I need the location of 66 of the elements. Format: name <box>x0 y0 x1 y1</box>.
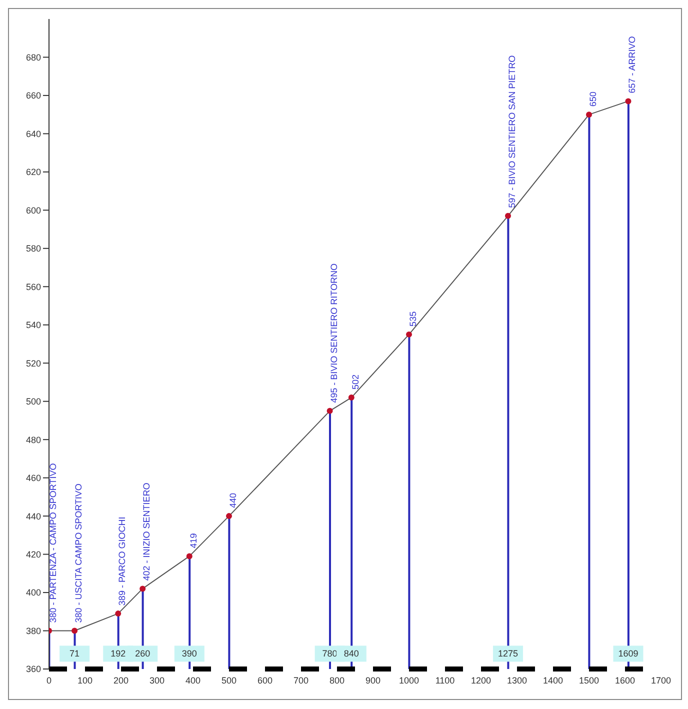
annotation: 840 <box>344 648 359 659</box>
data-label: 402 - INIZIO SENTIERO <box>142 482 152 581</box>
x-tick-label: 1700 <box>650 675 672 686</box>
y-tick-label: 580 <box>26 244 41 254</box>
annotation: 780 <box>322 648 338 659</box>
data-label: 502 <box>350 374 360 390</box>
data-label: 650 <box>588 92 598 107</box>
x-tick-label: 1100 <box>435 675 455 686</box>
point <box>348 394 354 401</box>
y-tick-label: 400 <box>26 588 41 598</box>
point <box>326 408 333 414</box>
x-tick-label: 600 <box>257 675 273 686</box>
annotation: 71 <box>70 648 80 659</box>
annotation: 260 <box>135 648 150 659</box>
x-tick-label: 800 <box>329 675 345 686</box>
y-tick-label: 500 <box>26 396 41 407</box>
x-tick-label: 1300 <box>506 675 528 686</box>
y-tick-label: 380 <box>26 626 41 636</box>
x-tick-label: 900 <box>365 675 381 686</box>
point <box>186 553 192 560</box>
data-label: 380 - PARTENZA - CAMPO SPORTIVO <box>48 463 58 623</box>
y-tick-label: 660 <box>26 90 41 101</box>
data-label: 440 <box>228 493 238 508</box>
x-tick-label: 1200 <box>470 675 492 686</box>
point <box>586 112 592 118</box>
data-label: 657 - ARRIVO <box>627 36 638 94</box>
data-label: 380 - USCITA CAMPO SPORTIVO <box>74 484 84 623</box>
y-tick-label: 680 <box>26 52 41 62</box>
x-tick-label: 1000 <box>398 675 420 686</box>
x-tick-label: 1400 <box>542 675 564 686</box>
y-tick-label: 620 <box>26 167 41 178</box>
x-tick-label: 100 <box>77 675 93 686</box>
y-tick-label: 600 <box>26 205 41 216</box>
annotation: 390 <box>182 648 197 659</box>
data-label: 389 - PARCO GIOCHI <box>117 516 128 606</box>
annotation: 192 <box>110 648 126 659</box>
data-label: 495 - BIVIO SENTIERO RITORNO <box>328 264 339 403</box>
annotation: 1609 <box>618 648 638 659</box>
y-tick-label: 360 <box>26 664 41 674</box>
point <box>140 586 146 592</box>
point <box>226 513 232 520</box>
y-tick-label: 420 <box>26 549 41 560</box>
y-tick-label: 460 <box>26 473 41 484</box>
x-tick-label: 1600 <box>614 675 636 686</box>
point <box>505 212 511 219</box>
x-tick-label: 500 <box>221 675 237 686</box>
x-tick-label: 1500 <box>578 675 600 686</box>
x-tick-label: 0 <box>46 675 52 686</box>
point <box>625 98 632 104</box>
point <box>115 610 122 617</box>
y-tick-label: 540 <box>26 320 41 330</box>
x-tick-label: 300 <box>149 675 165 686</box>
y-tick-label: 520 <box>26 358 41 368</box>
x-tick-label: 200 <box>113 675 129 686</box>
x-tick-label: 700 <box>293 675 309 686</box>
annotation: 1275 <box>498 648 518 659</box>
point <box>72 628 78 634</box>
data-label: 597 - BIVIO SENTIERO SAN PIETRO <box>507 55 517 208</box>
y-tick-label: 480 <box>26 434 41 445</box>
y-tick-label: 560 <box>26 282 41 292</box>
data-label: 419 <box>188 533 198 548</box>
x-tick-label: 400 <box>185 675 201 686</box>
y-tick-label: 440 <box>26 511 41 522</box>
y-tick-label: 640 <box>26 128 41 139</box>
data-label: 535 <box>408 311 418 326</box>
point <box>406 331 412 338</box>
